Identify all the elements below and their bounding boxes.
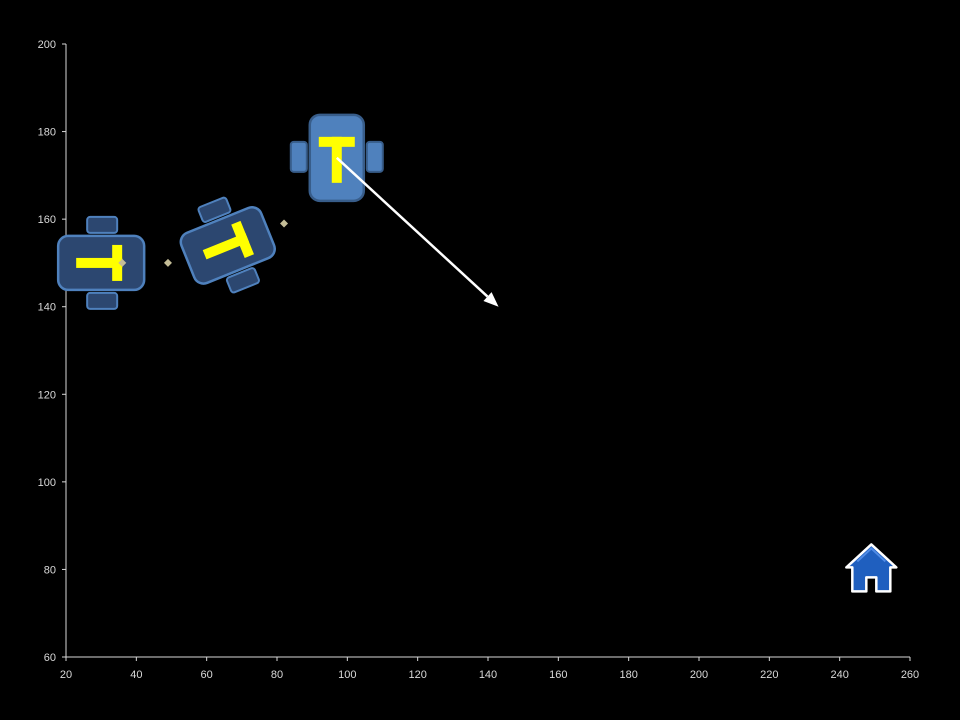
home-icon-shape	[845, 543, 898, 593]
x-tick-label: 160	[549, 669, 567, 681]
x-tick-label: 180	[619, 669, 637, 681]
x-tick-label: 140	[479, 669, 497, 681]
robot-wheel-right	[225, 267, 260, 294]
diamond-marker	[280, 219, 289, 228]
robot-wheel-right	[365, 140, 384, 173]
y-tick-label: 120	[38, 389, 56, 401]
home-icon-highlight	[856, 547, 886, 563]
robot-wheel-left	[86, 215, 119, 234]
y-tick-label: 140	[38, 302, 56, 314]
y-tick-label: 80	[44, 564, 56, 576]
robot-marker	[56, 215, 146, 310]
robot-wheel-right	[86, 291, 119, 310]
heading-arrow-line	[335, 156, 489, 298]
diamond-marker	[118, 258, 127, 267]
robot-marker	[179, 196, 276, 294]
x-tick-label: 220	[760, 669, 778, 681]
robot-layer	[56, 113, 384, 310]
robot-wheel-left	[289, 140, 308, 173]
robot-wheel-left	[197, 196, 232, 223]
x-tick-label: 120	[408, 669, 426, 681]
x-tick-label: 40	[130, 669, 142, 681]
x-tick-label: 20	[60, 669, 72, 681]
diamond-marker	[163, 258, 172, 267]
robot-letter-t-stem	[202, 232, 250, 260]
robot-letter-t-stem	[76, 257, 123, 268]
y-tick-label: 100	[38, 477, 56, 489]
home-icon	[845, 543, 898, 593]
home-layer	[845, 543, 898, 593]
y-tick-label: 180	[38, 127, 56, 139]
heading-arrow-head	[483, 292, 499, 307]
y-tick-label: 200	[38, 39, 56, 51]
y-tick-label: 160	[38, 214, 56, 226]
x-tick-label: 100	[338, 669, 356, 681]
x-tick-label: 240	[830, 669, 848, 681]
x-tick-label: 260	[901, 669, 919, 681]
x-tick-label: 60	[201, 669, 213, 681]
robot-letter-t-stem	[331, 136, 342, 183]
x-tick-label: 80	[271, 669, 283, 681]
axes: 20 40 60 80 100 120 140 160 180 200 220 240 260 60 80 1…	[38, 39, 920, 681]
marker-layer	[118, 219, 289, 267]
arrow-layer	[335, 156, 499, 307]
x-tick-label: 200	[690, 669, 708, 681]
y-tick-label: 60	[44, 652, 56, 664]
